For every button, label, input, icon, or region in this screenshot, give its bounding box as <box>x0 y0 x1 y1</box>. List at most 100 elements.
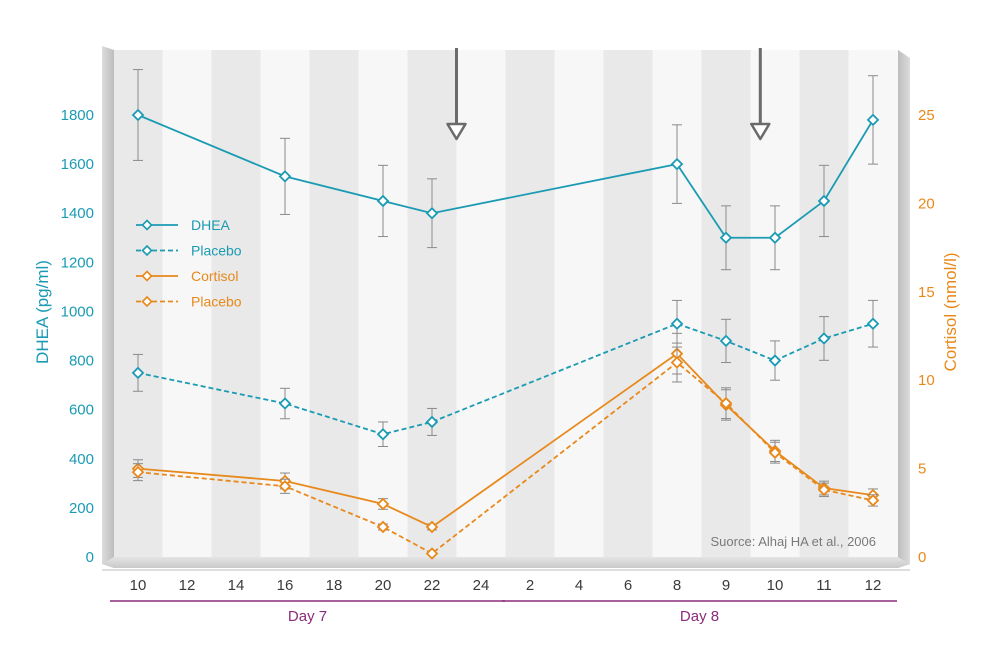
data-point <box>817 483 831 497</box>
series-line <box>137 322 874 436</box>
x-tick-label: 11 <box>816 577 832 594</box>
legend-label: Placebo <box>191 294 242 310</box>
left-tick-label: 600 <box>69 402 94 419</box>
x-tick-label: 24 <box>473 577 490 594</box>
data-point <box>278 397 292 410</box>
grid-column <box>309 50 359 557</box>
right-tick-label: 10 <box>918 372 935 389</box>
left-axis: 0 200 400 600 800 1000 1200 1400 1600 1800 <box>61 107 94 566</box>
right-tick-label: 20 <box>918 195 935 212</box>
legend-item: Placebo <box>136 243 242 259</box>
left-wall <box>102 46 114 568</box>
grid-column <box>456 50 506 557</box>
legend-marker <box>141 270 153 282</box>
data-point <box>131 366 145 380</box>
event-arrows <box>446 48 771 141</box>
right-tick-label: 15 <box>918 284 935 301</box>
data-point <box>670 317 684 330</box>
event-arrow <box>750 48 771 141</box>
series-1 <box>131 69 880 271</box>
x-axis: 10 12 14 16 18 20 22 24 2 4 6 8 9 10 11 12 <box>130 577 882 594</box>
series-layer <box>131 69 880 560</box>
right-tick-label: 25 <box>918 107 935 124</box>
series-2 <box>131 299 880 447</box>
data-point <box>719 231 733 245</box>
grid-column <box>701 50 751 557</box>
x-tick-label: 9 <box>722 577 730 594</box>
grid-column <box>799 50 849 557</box>
legend-marker <box>141 295 153 308</box>
data-point <box>278 170 292 183</box>
data-point <box>817 332 831 345</box>
data-point <box>425 547 439 560</box>
day-group: Day 7 <box>110 600 505 625</box>
x-tick-label: 6 <box>624 577 632 594</box>
data-point <box>425 415 439 429</box>
floor <box>102 557 910 568</box>
right-wall <box>898 50 910 568</box>
legend-label: Cortisol <box>191 268 238 284</box>
left-tick-label: 1800 <box>61 107 94 124</box>
right-axis-title: Cortisol (nmol/l) <box>941 252 960 371</box>
data-point <box>131 465 145 479</box>
data-point <box>376 520 390 534</box>
data-point <box>670 356 684 369</box>
x-tick-label: 10 <box>767 577 784 594</box>
left-tick-label: 1000 <box>61 303 94 320</box>
day-groups: Day 7 Day 8 <box>110 600 897 625</box>
left-tick-label: 200 <box>69 500 94 517</box>
left-axis-title: DHEA (pg/ml) <box>33 260 52 364</box>
source-note: Suorce: Alhaj HA et al., 2006 <box>711 534 877 549</box>
grid-column <box>407 50 457 557</box>
x-tick-label: 16 <box>277 577 294 594</box>
series-4 <box>131 342 880 560</box>
x-tick-label: 22 <box>424 577 441 594</box>
legend-item: Placebo <box>136 294 242 310</box>
legend-marker <box>141 244 153 257</box>
grid-column <box>358 50 408 557</box>
grid-column <box>211 50 261 557</box>
data-point <box>719 334 733 348</box>
x-tick-label: 20 <box>375 577 392 594</box>
x-tick-label: 12 <box>179 577 196 594</box>
event-arrow <box>446 48 467 141</box>
day-group-label: Day 8 <box>680 608 719 625</box>
grid-column <box>603 50 653 557</box>
left-tick-label: 1600 <box>61 156 94 173</box>
x-tick-label: 10 <box>130 577 147 594</box>
legend-label: DHEA <box>191 217 231 233</box>
legend-item: DHEA <box>136 217 231 233</box>
left-tick-label: 0 <box>86 549 94 566</box>
right-axis: 0 5 10 15 20 25 <box>918 107 935 566</box>
legend-item: Cortisol <box>136 268 238 284</box>
data-point <box>768 231 782 245</box>
plot-frame <box>102 46 910 571</box>
data-point <box>131 108 145 122</box>
left-tick-label: 1400 <box>61 205 94 222</box>
legend: DHEA Placebo Cortisol Placebo <box>136 217 242 310</box>
data-point <box>376 194 390 208</box>
left-tick-label: 800 <box>69 353 94 370</box>
x-tick-label: 18 <box>326 577 343 594</box>
grid-column <box>260 50 310 557</box>
legend-label: Placebo <box>191 243 242 259</box>
grid-column <box>505 50 555 557</box>
legend-marker <box>141 219 153 231</box>
right-tick-label: 5 <box>918 461 926 478</box>
data-point <box>425 206 439 220</box>
day-group: Day 8 <box>502 600 897 625</box>
data-point <box>817 194 831 208</box>
right-tick-label: 0 <box>918 549 926 566</box>
x-tick-label: 4 <box>575 577 583 594</box>
left-tick-label: 1200 <box>61 254 94 271</box>
data-point <box>719 396 733 410</box>
data-point <box>376 497 390 511</box>
data-point <box>768 354 782 367</box>
data-point <box>866 317 880 330</box>
day-group-label: Day 7 <box>288 608 327 625</box>
grid-column <box>554 50 604 557</box>
x-tick-label: 14 <box>228 577 245 594</box>
x-tick-label: 12 <box>865 577 882 594</box>
data-point <box>866 494 880 507</box>
